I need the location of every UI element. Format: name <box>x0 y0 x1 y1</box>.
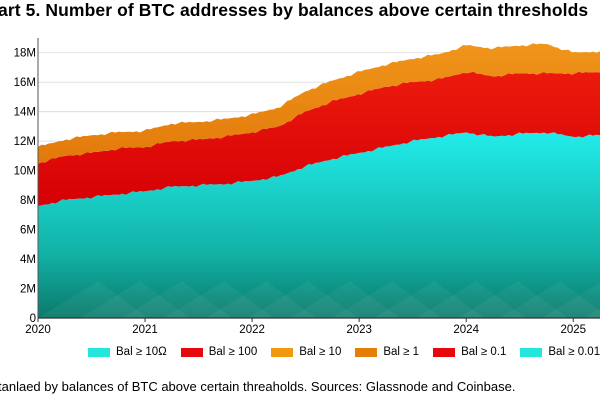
texture-facet-7 <box>332 281 442 318</box>
x-tick-label-1: 2021 <box>132 324 158 336</box>
texture-facet-4 <box>206 281 316 318</box>
x-tick-label-0: 2020 <box>25 324 51 336</box>
legend-swatch-4 <box>433 347 456 357</box>
texture-facet-9 <box>416 281 526 318</box>
texture-facet-11 <box>500 281 600 318</box>
y-tick-label-1: 2M <box>20 284 36 296</box>
texture-facet-2 <box>122 281 232 318</box>
area-layer-orange <box>38 43 600 164</box>
texture-facet-12 <box>542 282 600 318</box>
texture-facet-5 <box>248 281 358 318</box>
legend-item-3: Bal ≥ 1 <box>355 346 419 358</box>
legend-swatch-5 <box>520 347 543 357</box>
legend-item-4: Bal ≥ 0.1 <box>433 346 506 358</box>
legend-label-1: Bal ≥ 100 <box>208 346 258 358</box>
area-layer-red <box>38 71 600 206</box>
y-tick-label-0: 0 <box>30 313 36 325</box>
legend-label-0: Bal ≥ 10Ω <box>116 346 167 358</box>
legend-item-1: Bal ≥ 100 <box>180 346 258 358</box>
chart-caption: tanlaed by balances of BTC above certain… <box>0 379 516 394</box>
y-tick-label-4: 8M <box>20 195 36 207</box>
texture-facet-0 <box>38 281 148 318</box>
legend: Bal ≥ 10Ω Bal ≥ 100 Bal ≥ 10 Bal ≥ 1 Bal ≥ 0… <box>88 344 600 360</box>
texture-facet-3 <box>164 281 274 318</box>
legend-label-3: Bal ≥ 1 <box>383 346 420 358</box>
y-tick-label-9: 18M <box>14 48 36 60</box>
x-tick-label-2: 2022 <box>239 324 265 336</box>
legend-swatch-3 <box>355 347 378 357</box>
axes: 0 2M 4M 6M 8M 10M 12M 14M 16M 18M 2020 2021 2022 2023… <box>14 38 600 336</box>
texture-facet-8 <box>374 281 484 318</box>
legend-swatch-2 <box>271 347 294 357</box>
y-tick-label-2: 4M <box>20 254 36 266</box>
y-tick-label-3: 6M <box>20 225 36 237</box>
legend-swatch-0 <box>88 347 110 357</box>
area-layer-cyan <box>38 132 600 318</box>
x-tick-label-3: 2023 <box>346 324 372 336</box>
texture-facet-10 <box>458 281 568 318</box>
y-tick-label-7: 14M <box>14 107 36 119</box>
area-layers <box>38 43 600 318</box>
texture-facet-1 <box>80 281 190 318</box>
y-tick-label-8: 16M <box>14 77 36 89</box>
texture-facet-6 <box>290 281 400 318</box>
legend-label-2: Bal ≥ 10 <box>299 346 342 358</box>
y-tick-label-6: 12M <box>14 136 36 148</box>
x-tick-label-4: 2024 <box>453 324 479 336</box>
texture-facet-13 <box>584 308 600 318</box>
legend-item-2: Bal ≥ 10 <box>271 346 341 358</box>
legend-item-5: Bal ≥ 0.01 <box>520 346 600 358</box>
legend-label-5: Bal ≥ 0.01 <box>548 346 600 358</box>
y-tick-label-5: 10M <box>14 166 36 178</box>
legend-swatch-1 <box>180 347 203 357</box>
legend-label-4: Bal ≥ 0.1 <box>461 346 507 358</box>
chart-title: art 5. Number of BTC addresses by balanc… <box>0 0 589 20</box>
legend-item-0: Bal ≥ 10Ω <box>88 346 167 358</box>
x-tick-label-5: 2025 <box>560 324 586 336</box>
